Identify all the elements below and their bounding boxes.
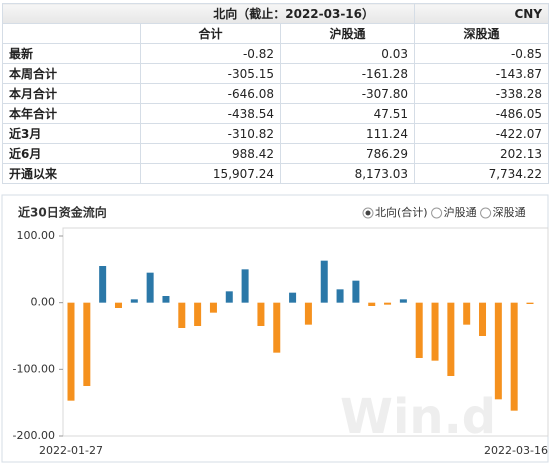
watermark: Win.d	[340, 389, 496, 445]
table-row: 近6月 988.42 786.29 202.13	[2, 143, 550, 164]
y-tick-label: 0.00	[31, 296, 56, 309]
cell-value: 988.42	[140, 143, 281, 164]
legend-label: 沪股通	[444, 205, 477, 219]
table-row: 近3月 -310.82 111.24 -422.07	[2, 123, 550, 144]
bar	[447, 302, 455, 376]
table-title: 北向（截止：2022-03-16）	[1, 3, 416, 24]
bar	[67, 302, 75, 401]
row-label: 开通以来	[2, 163, 141, 184]
bar	[368, 302, 376, 306]
cell-value: -143.87	[414, 63, 550, 84]
bar	[526, 302, 534, 304]
column-header-row: 合计 沪股通 深股通	[2, 23, 550, 44]
row-label: 本年合计	[2, 103, 141, 124]
bar	[320, 260, 328, 303]
legend-radio	[431, 207, 443, 219]
bar	[494, 302, 502, 400]
cell-value: 202.13	[414, 143, 550, 164]
bar	[209, 302, 217, 313]
table-row: 本周合计 -305.15 -161.28 -143.87	[2, 63, 550, 84]
summary-table: 北向（截止：2022-03-16） CNY 合计 沪股通 深股通 最新 -0.82 0.0…	[1, 3, 550, 184]
bar	[99, 266, 107, 303]
bar	[384, 302, 392, 305]
row-label: 本周合计	[2, 63, 141, 84]
bar	[241, 269, 249, 303]
cell-value: -310.82	[140, 123, 281, 144]
bar	[273, 302, 281, 353]
table-row: 开通以来 15,907.24 8,173.03 7,734.22	[2, 163, 550, 184]
corner	[2, 23, 141, 44]
table-row: 最新 -0.82 0.03 -0.85	[2, 43, 550, 64]
bar	[289, 292, 297, 303]
bar	[336, 289, 344, 303]
bar	[510, 302, 518, 411]
cell-value: -0.85	[414, 43, 550, 64]
y-tick-label: 100.00	[17, 229, 56, 242]
bar	[225, 291, 233, 303]
x-tick-label: 2022-03-16	[484, 444, 548, 457]
bar	[415, 302, 423, 358]
cell-value: 7,734.22	[414, 163, 550, 184]
y-tick-label: -200.00	[13, 429, 55, 442]
bar	[114, 302, 122, 308]
bar	[399, 299, 407, 303]
column-header: 合计	[140, 23, 281, 44]
bar	[352, 280, 360, 303]
bar	[194, 302, 202, 326]
chart-title: 近30日资金流向	[18, 205, 107, 220]
cell-value: -0.82	[140, 43, 281, 64]
cell-value: 15,907.24	[140, 163, 281, 184]
bar	[257, 302, 265, 326]
plot-area	[62, 227, 549, 437]
legend-radio-dot	[365, 210, 371, 216]
x-tick-label: 2022-01-27	[39, 444, 103, 457]
header-row: 北向（截止：2022-03-16） CNY	[1, 3, 550, 24]
bar	[463, 302, 471, 325]
bar	[83, 302, 91, 386]
currency: CNY	[414, 3, 550, 24]
cell-value: 786.29	[279, 143, 416, 164]
table-row: 本年合计 -438.54 47.51 -486.05	[2, 103, 550, 124]
legend-radio	[480, 207, 492, 219]
bar	[304, 302, 312, 325]
bar	[146, 272, 154, 303]
legend-label: 北向(合计)	[375, 205, 428, 219]
y-tick-label: -100.00	[13, 362, 55, 375]
bar	[130, 299, 138, 303]
bar	[162, 296, 170, 303]
cell-value: -338.28	[414, 83, 550, 104]
bar	[479, 302, 487, 336]
legend-label: 深股通	[493, 206, 526, 219]
bar	[431, 302, 439, 361]
bar	[178, 302, 186, 328]
cell-value: 8,173.03	[279, 163, 416, 184]
